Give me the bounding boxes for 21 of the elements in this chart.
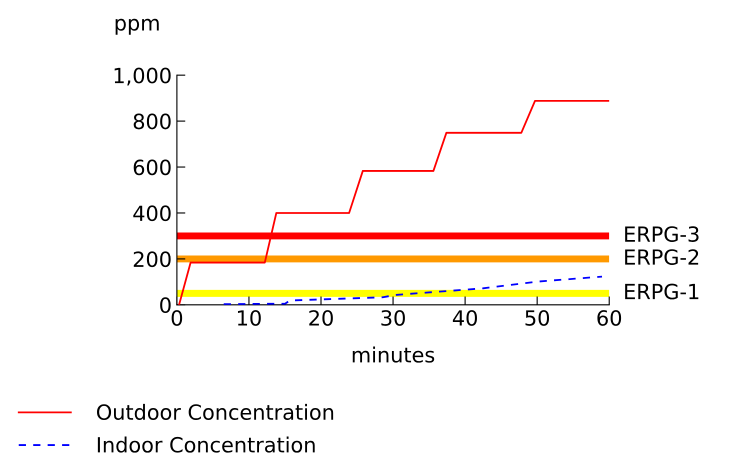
x-axis-title: minutes — [352, 346, 434, 363]
y-tick-label: 200 — [134, 251, 171, 268]
line-series — [222, 276, 603, 305]
x-tick-label: 40 — [452, 310, 477, 326]
legend-label: Outdoor Concentration — [97, 404, 334, 420]
y-tick-label: 600 — [134, 159, 171, 176]
x-tick-label: 30 — [381, 310, 405, 326]
legend-label: Indoor Concentration — [98, 436, 315, 453]
x-tick-label: 60 — [597, 310, 622, 326]
y-tick-label: 1,000 — [114, 68, 171, 86]
x-tick-label: 0 — [172, 310, 182, 326]
ref-line-label: ERPG-3 — [625, 226, 699, 242]
y-tick-label: 0 — [160, 297, 171, 314]
x-tick-label: 50 — [526, 310, 550, 326]
y-tick-label: 800 — [134, 114, 171, 130]
x-tick-label: 20 — [309, 310, 333, 326]
x-tick-label: 10 — [238, 310, 261, 326]
ref-line-label: ERPG-1 — [625, 284, 698, 300]
y-axis-title: ppm — [116, 18, 159, 35]
y-tick-label: 400 — [133, 205, 171, 222]
ref-line-label: ERPG-2 — [625, 249, 698, 265]
